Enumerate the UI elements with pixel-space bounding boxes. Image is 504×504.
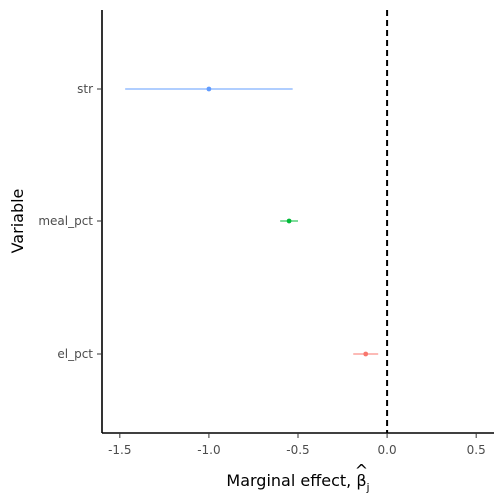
x-axis-title-text: Marginal effect, xyxy=(226,471,356,490)
x-axis-title-accent: ^ xyxy=(355,461,368,480)
y-axis-title: Variable xyxy=(8,189,27,254)
x-tick-label: 0.0 xyxy=(378,443,397,457)
point-meal-pct xyxy=(286,218,292,224)
x-tick-label: -1.0 xyxy=(197,443,220,457)
axes: -1.5 -1.0 -0.5 0.0 0.5 str meal_pct el_pct xyxy=(38,10,494,457)
x-tick-label: -1.5 xyxy=(108,443,131,457)
x-axis-title-symbol: β xyxy=(356,471,366,490)
y-tick-label: meal_pct xyxy=(38,214,93,228)
y-tick-label: str xyxy=(77,82,93,96)
point-el-pct xyxy=(363,351,369,357)
x-axis-title: Marginal effect, βj xyxy=(226,471,369,494)
y-tick-label: el_pct xyxy=(57,347,93,361)
x-tick-label: -0.5 xyxy=(286,443,309,457)
x-axis-title-subscript: j xyxy=(366,481,370,494)
x-tick-label: 0.5 xyxy=(467,443,486,457)
point-str xyxy=(206,86,212,92)
plot-area xyxy=(125,10,389,433)
